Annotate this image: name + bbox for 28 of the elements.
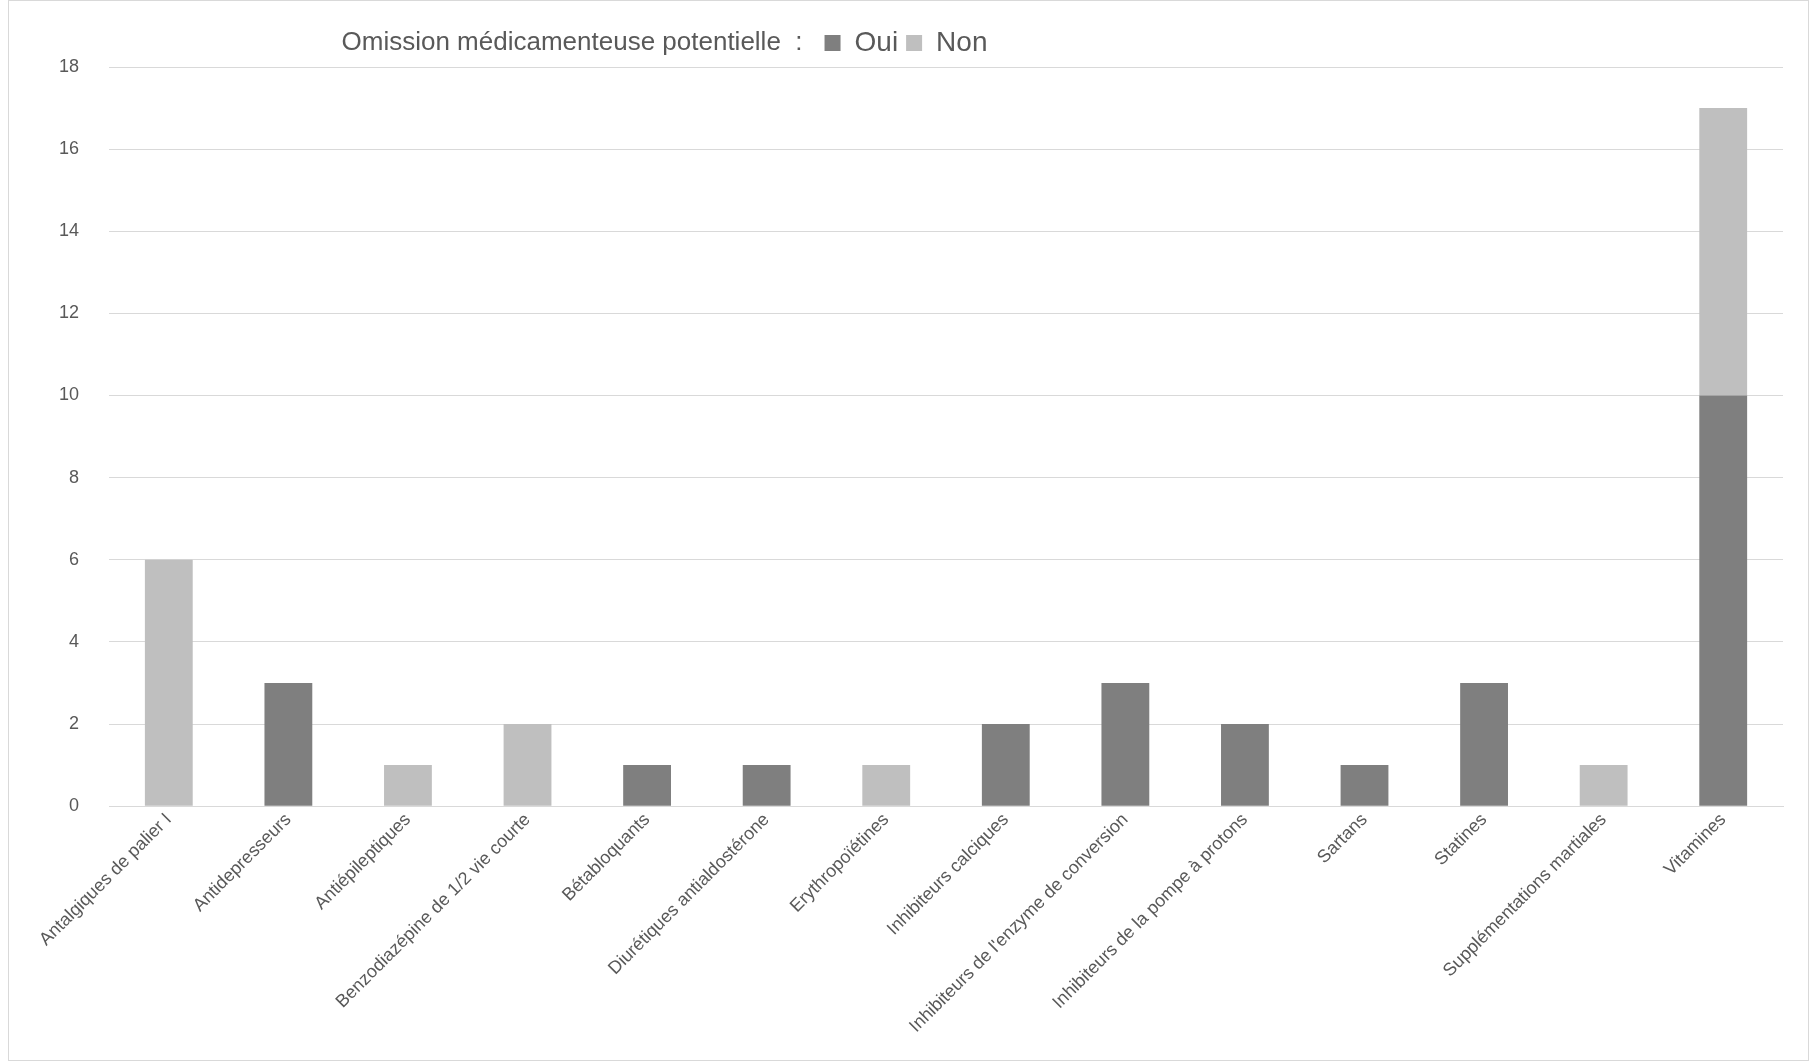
bar xyxy=(862,765,911,806)
bar xyxy=(1101,682,1150,806)
y-tick-label: 8 xyxy=(69,466,80,487)
y-tick-label: 10 xyxy=(58,384,80,405)
bar xyxy=(144,559,193,806)
bar xyxy=(1460,682,1508,806)
bar xyxy=(981,724,1030,806)
legend-label: Non xyxy=(936,25,988,57)
y-tick-label: 12 xyxy=(58,302,80,323)
y-tick-label: 6 xyxy=(69,548,80,569)
legend-title: Omission médicamenteuse potentielle : xyxy=(341,26,803,57)
y-tick-label: 14 xyxy=(58,220,80,241)
y-tick-label: 0 xyxy=(69,795,80,816)
bar xyxy=(503,724,552,806)
y-tick-label: 18 xyxy=(58,55,80,76)
bar xyxy=(384,765,432,806)
bar xyxy=(742,765,791,806)
bar xyxy=(1221,724,1269,806)
y-tick-label: 16 xyxy=(58,138,80,159)
bar xyxy=(623,765,671,806)
bar xyxy=(1699,108,1748,396)
bar xyxy=(1579,765,1628,806)
legend-label: Oui xyxy=(854,25,899,57)
bar xyxy=(1340,765,1389,806)
bar xyxy=(264,682,313,806)
y-tick-label: 4 xyxy=(69,630,80,651)
y-tick-label: 2 xyxy=(69,713,80,734)
bar xyxy=(1699,395,1748,806)
